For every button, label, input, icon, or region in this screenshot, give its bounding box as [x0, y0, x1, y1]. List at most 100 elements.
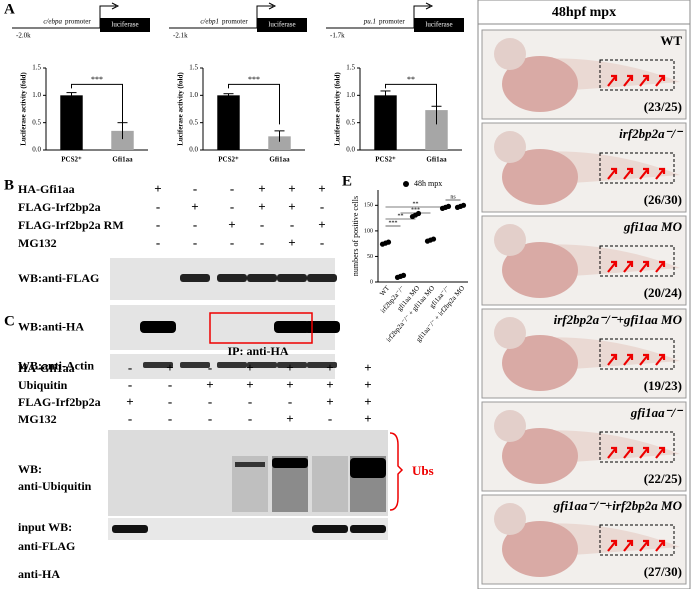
arrow — [623, 539, 634, 552]
arrow — [655, 74, 666, 87]
mark: + — [364, 377, 371, 392]
mark: + — [258, 199, 265, 214]
mark: - — [230, 181, 234, 196]
reporter-box — [100, 18, 150, 32]
y-tick-label: 1.5 — [32, 64, 41, 72]
row-label: MG132 — [18, 236, 57, 250]
mark: - — [260, 235, 264, 250]
row-label: FLAG-Irf2bp2a — [18, 395, 101, 409]
mark: - — [156, 217, 160, 232]
bar — [268, 136, 291, 150]
mark: + — [191, 199, 198, 214]
arrow — [655, 446, 666, 459]
image-label: gfi1aa MO — [623, 219, 683, 234]
band — [350, 458, 386, 478]
band — [277, 362, 307, 368]
band — [274, 321, 310, 333]
arrow — [607, 74, 618, 87]
mark: - — [248, 411, 252, 426]
arrow — [655, 167, 666, 180]
arrow — [639, 167, 650, 180]
promoter-text: promoter — [379, 18, 405, 26]
embryo-head — [494, 503, 526, 535]
image-count: (19/23) — [644, 378, 682, 393]
dot — [400, 272, 407, 278]
position: -2.0k — [16, 32, 31, 40]
mark: - — [193, 181, 197, 196]
roi-box — [599, 338, 675, 370]
bar — [60, 95, 83, 150]
embryo-head — [494, 38, 526, 70]
mark: + — [364, 360, 371, 375]
position: -1.7k — [330, 32, 345, 40]
mark: + — [288, 199, 295, 214]
arrow — [639, 446, 650, 459]
panel-label: A — [4, 1, 15, 17]
embryo-yolk — [502, 242, 578, 298]
mark: - — [208, 394, 212, 409]
mark: + — [246, 377, 253, 392]
bar — [217, 95, 240, 150]
highlight-box — [209, 312, 313, 344]
band — [247, 274, 277, 282]
y-axis-label: numbers of positive cells — [351, 196, 360, 276]
roi-box — [599, 152, 675, 184]
row-label: FLAG-Irf2bp2a — [18, 200, 101, 214]
y-axis-label: Luciferase activity (fold) — [177, 72, 185, 146]
dot — [385, 239, 392, 245]
arrow — [623, 167, 634, 180]
arrow — [623, 260, 634, 273]
mark: + — [326, 360, 333, 375]
significance: *** — [248, 75, 260, 84]
mark: - — [288, 394, 292, 409]
embryo-yolk — [502, 56, 578, 112]
band — [312, 525, 348, 533]
mark: - — [128, 411, 132, 426]
band — [307, 274, 337, 282]
blot-label: WB: — [18, 462, 42, 476]
mark: + — [126, 394, 133, 409]
mark: - — [128, 377, 132, 392]
y-tick-label: 1.0 — [32, 91, 41, 99]
mark: + — [154, 181, 161, 196]
mark: + — [286, 360, 293, 375]
image-count: (26/30) — [644, 192, 682, 207]
blot-label: WB:anti-Actin — [18, 358, 94, 372]
image-label: irf2bp2a⁻/⁻ — [619, 126, 684, 141]
row-label: FLAG-Irf2bp2a RM — [18, 218, 124, 232]
mark: - — [248, 394, 252, 409]
mark: + — [286, 377, 293, 392]
image-label: WT — [660, 33, 682, 48]
y-tick-label: 0.0 — [32, 146, 41, 154]
mark: - — [168, 411, 172, 426]
arrow — [607, 446, 618, 459]
y-tick-label: 0 — [370, 279, 373, 285]
roi-box — [599, 245, 675, 277]
input-label: anti-HA — [18, 567, 60, 581]
significance: *** — [411, 207, 420, 213]
arrow — [655, 260, 666, 273]
mark: - — [260, 217, 264, 232]
x-tick-label: PCS2⁺ — [218, 156, 239, 164]
arrow — [607, 539, 618, 552]
x-tick-label: Gfi1aa — [426, 156, 447, 164]
promoter-text: promoter — [65, 18, 91, 26]
promoter: pu.1 — [363, 18, 376, 26]
embryo-yolk — [502, 428, 578, 484]
mark: - — [208, 411, 212, 426]
mark: - — [230, 235, 234, 250]
y-axis-label: Luciferase activity (fold) — [20, 72, 28, 146]
y-tick-label: 1.5 — [189, 64, 198, 72]
sig-bracket — [71, 83, 123, 125]
y-tick-label: 0.5 — [189, 118, 198, 126]
mark: - — [156, 235, 160, 250]
reporter-box — [257, 18, 307, 32]
mark: - — [328, 411, 332, 426]
embryo-head — [494, 410, 526, 442]
bar — [374, 95, 397, 150]
row-label: HA-Gfi1aa — [18, 182, 75, 196]
band — [350, 525, 386, 533]
arrow — [639, 260, 650, 273]
mark: - — [156, 199, 160, 214]
image-label: irf2bp2a⁻/⁻+gfi1aa MO — [554, 312, 683, 327]
